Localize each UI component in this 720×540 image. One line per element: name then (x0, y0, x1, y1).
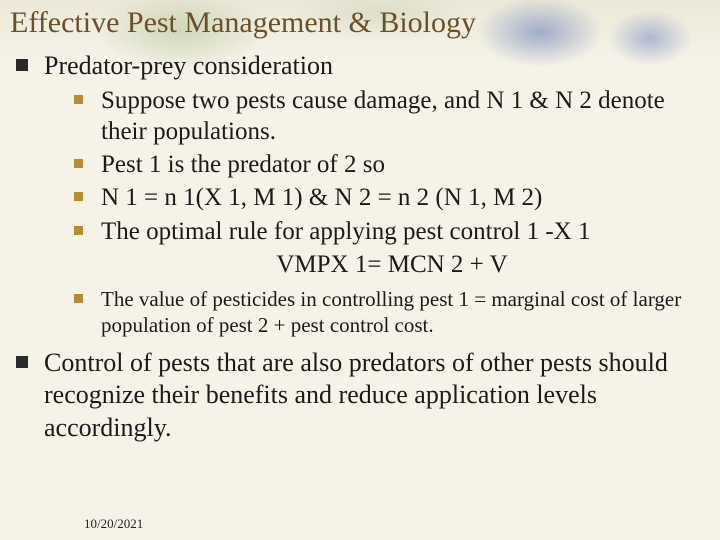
list-item: Pest 1 is the predator of 2 so (74, 149, 710, 180)
list-item: Suppose two pests cause damage, and N 1 … (74, 85, 710, 148)
lvl2-text: The value of pesticides in controlling p… (101, 286, 710, 339)
equation-text: VMPX 1= MCN 2 + V (74, 249, 710, 280)
list-item: The value of pesticides in controlling p… (74, 286, 710, 339)
square-bullet-icon (74, 159, 83, 168)
lvl2-text: Pest 1 is the predator of 2 so (101, 149, 385, 180)
list-item: N 1 = n 1(X 1, M 1) & N 2 = n 2 (N 1, M … (74, 182, 710, 213)
list-item: Predator-prey consideration (10, 50, 710, 83)
square-bullet-icon (74, 95, 83, 104)
slide-title: Effective Pest Management & Biology (10, 6, 710, 40)
lvl1-text: Predator-prey consideration (44, 50, 333, 83)
lvl2-text: The optimal rule for applying pest contr… (101, 216, 590, 247)
date-footer: 10/20/2021 (84, 516, 143, 532)
square-bullet-icon (16, 59, 28, 71)
lvl1-text: Control of pests that are also predators… (44, 347, 710, 445)
square-bullet-icon (74, 226, 83, 235)
square-bullet-icon (74, 192, 83, 201)
square-bullet-icon (16, 356, 28, 368)
list-item: The optimal rule for applying pest contr… (74, 216, 710, 247)
list-item: Control of pests that are also predators… (10, 347, 710, 445)
lvl2-text: Suppose two pests cause damage, and N 1 … (101, 85, 710, 148)
slide: Effective Pest Management & Biology Pred… (0, 0, 720, 540)
square-bullet-icon (74, 294, 83, 303)
lvl2-text: N 1 = n 1(X 1, M 1) & N 2 = n 2 (N 1, M … (101, 182, 542, 213)
